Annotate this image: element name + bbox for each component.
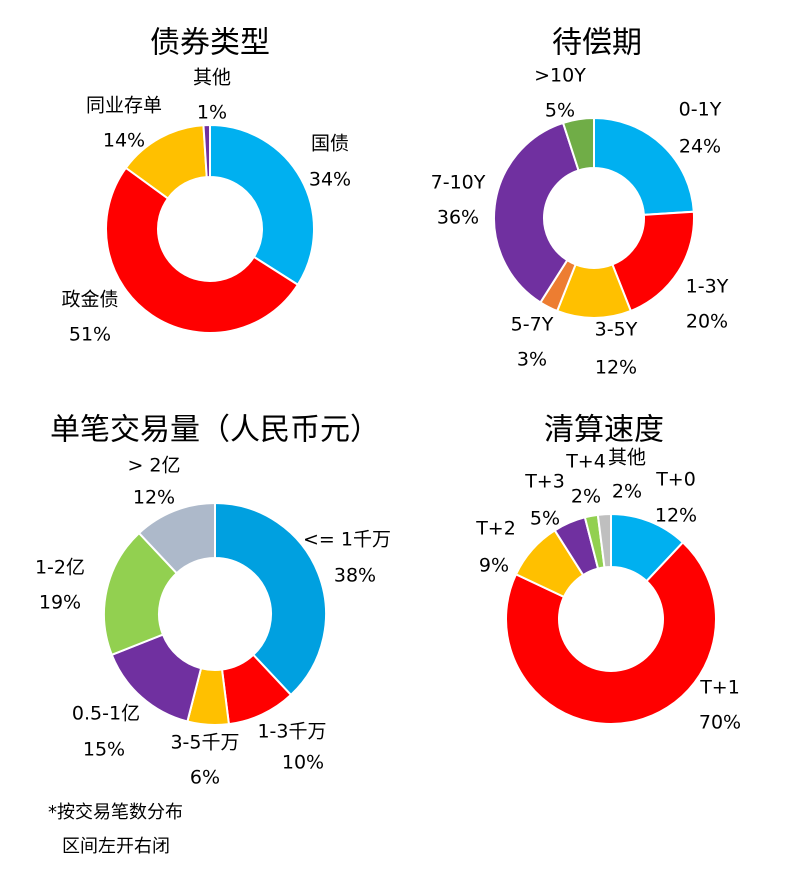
- category-label: >10Y: [534, 65, 586, 87]
- percent-label: 12%: [595, 357, 637, 379]
- footnote-line-1: *按交易笔数分布: [48, 802, 183, 823]
- category-label: 1-3千万: [257, 721, 326, 743]
- category-label: 1-3Y: [686, 276, 729, 298]
- percent-label: 24%: [679, 136, 721, 158]
- chart-title: 清算速度: [544, 413, 664, 448]
- percent-label: 34%: [309, 169, 351, 191]
- category-label: 3-5千万: [170, 732, 239, 754]
- donut-slice-gt10y: [561, 116, 595, 172]
- donut-chart-2: 待偿期 0-1Y 24% 1-3Y 20% 3-5Y 12% 5-7Y 3% 7-10Y 36% >1…: [431, 26, 729, 379]
- category-label: 5-7Y: [511, 314, 554, 336]
- percent-label: 15%: [83, 739, 125, 761]
- percent-label: 6%: [190, 767, 220, 789]
- donut-slice-gt-2亿: [137, 501, 216, 575]
- footnote-line-2: 区间左开右闭: [62, 836, 170, 857]
- percent-label: 14%: [103, 130, 145, 152]
- category-label: T+2: [475, 518, 516, 540]
- donut-slice-le-1千万: [214, 501, 327, 697]
- category-label: 其他: [193, 67, 231, 89]
- percent-label: 12%: [133, 487, 175, 509]
- footnote: *按交易笔数分布 区间左开右闭: [48, 796, 183, 864]
- percent-label: 36%: [437, 207, 479, 229]
- percent-label: 12%: [655, 505, 697, 527]
- category-label: 1-2亿: [35, 557, 85, 579]
- percent-label: 9%: [479, 555, 509, 577]
- percent-label: 3%: [517, 349, 547, 371]
- percent-label: 70%: [699, 712, 741, 734]
- category-label: 国债: [311, 133, 349, 155]
- percent-label: 1%: [197, 102, 227, 124]
- donut-slice-国债: [209, 123, 315, 287]
- percent-label: 38%: [334, 565, 376, 587]
- percent-label: 5%: [545, 100, 575, 122]
- donut-slice-7-10y: [493, 121, 580, 304]
- category-label: T+4: [565, 451, 606, 473]
- donut-slice-t+1: [505, 541, 717, 725]
- donut-slice-1-2亿: [103, 531, 179, 657]
- donut-slice-其他: [596, 512, 612, 569]
- chart-title: 待偿期: [552, 26, 642, 61]
- percent-label: 5%: [530, 508, 560, 530]
- donut-chart-4: 清算速度 T+0 12% T+1 70% T+2 9% T+3 5% T+4 2% 其他 2%: [475, 413, 741, 734]
- percent-label: 2%: [612, 481, 642, 503]
- category-label: 3-5Y: [595, 319, 638, 341]
- percent-label: 19%: [39, 592, 81, 614]
- percent-label: 10%: [282, 752, 324, 774]
- percent-label: 2%: [571, 486, 601, 508]
- donut-chart-3: 单笔交易量（人民币元） <= 1千万 38% 1-3千万 10% 3-5千万 6% 0.5-1…: [35, 413, 391, 789]
- category-label: 7-10Y: [431, 172, 486, 194]
- category-label: 其他: [608, 447, 646, 469]
- category-label: T+0: [655, 469, 696, 491]
- category-label: T+1: [699, 677, 740, 699]
- category-label: 政金债: [61, 289, 118, 311]
- donut-slice-0-1y: [593, 116, 695, 216]
- category-label: 0.5-1亿: [72, 703, 140, 725]
- category-label: <= 1千万: [303, 529, 391, 551]
- donut-slice-其他: [202, 123, 211, 179]
- category-label: 0-1Y: [679, 99, 722, 121]
- chart-title: 债券类型: [150, 26, 270, 61]
- donut-slice-政金债: [105, 166, 300, 334]
- percent-label: 51%: [69, 324, 111, 346]
- percent-label: 20%: [686, 311, 728, 333]
- donut-slice-1-3y: [611, 210, 695, 313]
- category-label: 同业存单: [86, 95, 162, 117]
- category-label: > 2亿: [127, 455, 180, 477]
- category-label: T+3: [524, 471, 565, 493]
- chart-title: 单笔交易量（人民币元）: [50, 413, 380, 448]
